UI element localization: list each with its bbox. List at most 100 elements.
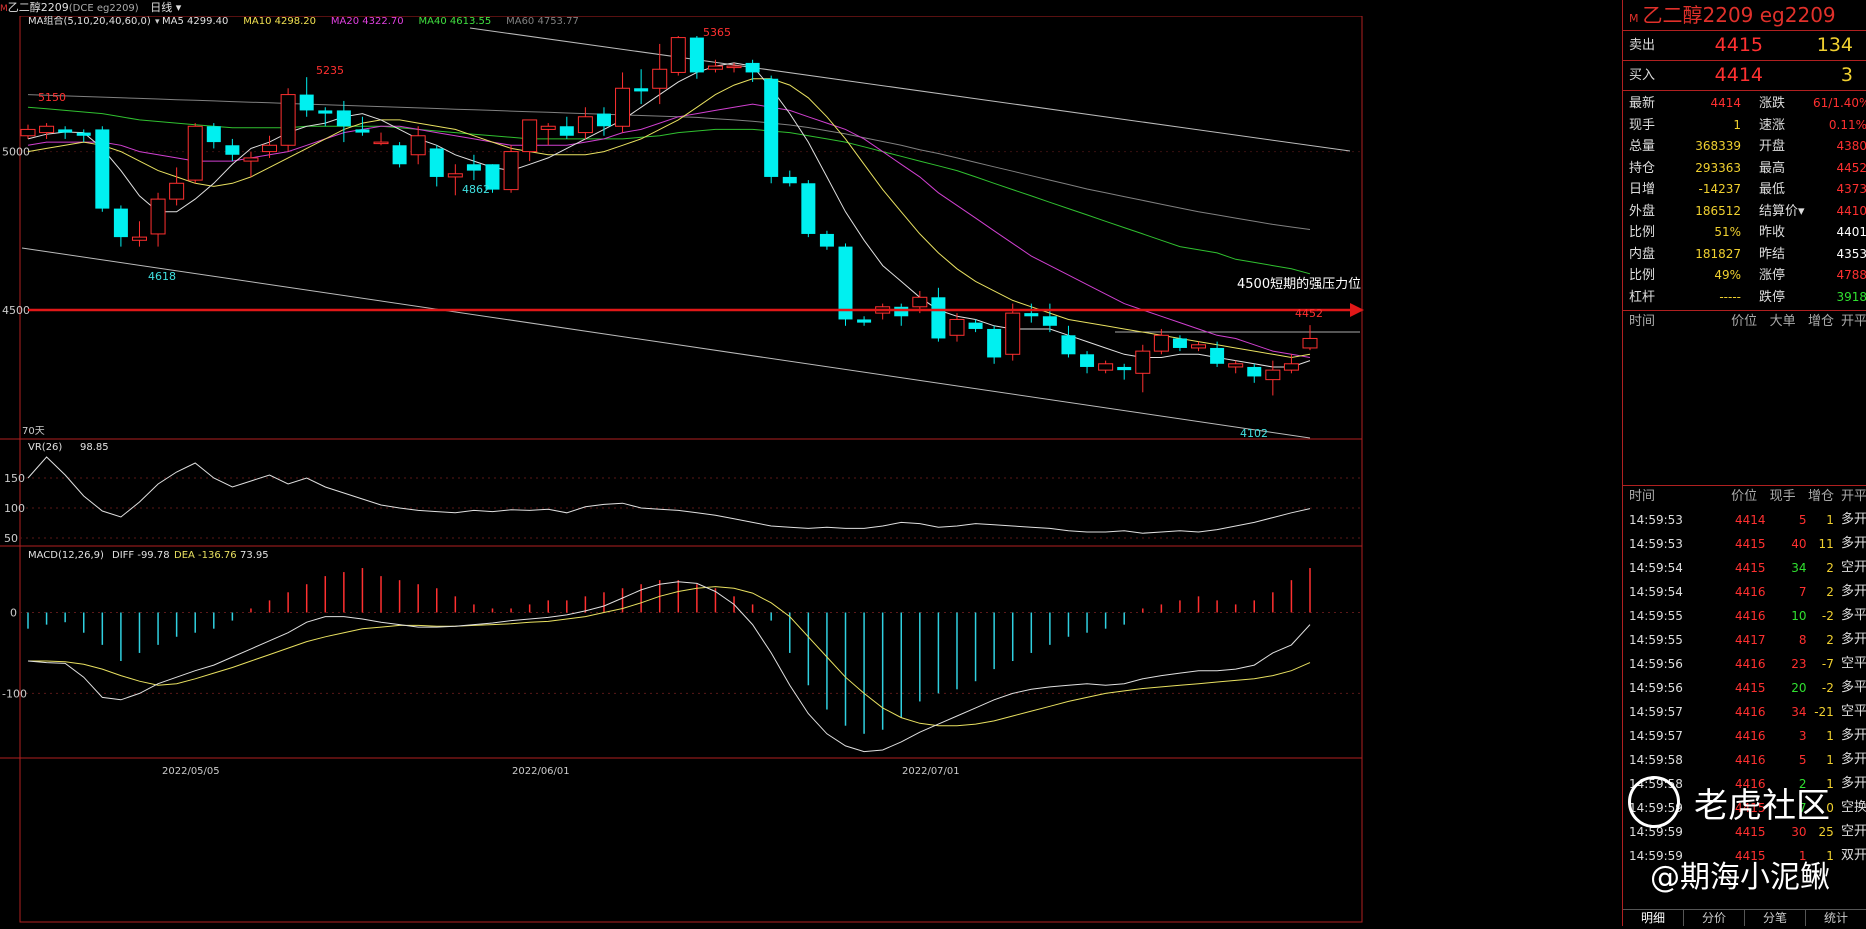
tick-row[interactable]: 14:59:53 4414 5 1 多开: [1623, 508, 1866, 532]
candle[interactable]: [801, 180, 816, 238]
tick-row[interactable]: 14:59:56 4416 23 -7 空平: [1623, 652, 1866, 676]
candle[interactable]: [1135, 344, 1151, 393]
candle[interactable]: [707, 59, 723, 73]
candle[interactable]: [819, 230, 834, 250]
candle[interactable]: [540, 123, 556, 146]
tick-row[interactable]: 14:59:57 4416 34 -21 空平: [1623, 700, 1866, 724]
candle[interactable]: [187, 123, 203, 184]
tick-row[interactable]: 14:59:57 4416 3 1 多开: [1623, 724, 1866, 748]
candle[interactable]: [931, 287, 946, 342]
candle[interactable]: [894, 303, 909, 326]
candle[interactable]: [429, 145, 444, 187]
tab-2[interactable]: 分笔: [1745, 910, 1806, 926]
candle[interactable]: [577, 107, 593, 139]
candle[interactable]: [466, 154, 481, 181]
candle[interactable]: [169, 167, 185, 206]
candle[interactable]: [689, 36, 704, 79]
candle[interactable]: [355, 116, 370, 136]
period-selector[interactable]: 日线: [150, 1, 173, 14]
candle[interactable]: [634, 69, 649, 105]
candle[interactable]: [447, 164, 463, 196]
candle[interactable]: [131, 221, 147, 247]
tab-1[interactable]: 分价: [1684, 910, 1745, 926]
candle[interactable]: [262, 135, 278, 158]
candle[interactable]: [670, 36, 686, 76]
candle[interactable]: [150, 192, 166, 247]
tab-0[interactable]: 明细: [1623, 910, 1684, 926]
candle[interactable]: [1024, 303, 1039, 323]
tick-row[interactable]: 14:59:59 4415 30 25 空开: [1623, 820, 1866, 844]
candle[interactable]: [1210, 341, 1225, 367]
tick-oi: 25: [1818, 825, 1834, 839]
candle[interactable]: [206, 123, 221, 149]
kline-chart[interactable]: 5000 4500 150 100 50 VR(26) 98.85 0 -100 MACD(1…: [0, 14, 1622, 926]
candle[interactable]: [875, 303, 891, 320]
candle[interactable]: [838, 243, 853, 326]
candle[interactable]: [76, 129, 91, 143]
candle[interactable]: [485, 164, 500, 193]
quote-value: 186512: [1695, 203, 1741, 218]
candle-body: [280, 94, 296, 146]
tick-row[interactable]: 14:59:59 4415 1 1 双开: [1623, 844, 1866, 868]
candle[interactable]: [1098, 360, 1114, 374]
tick-row[interactable]: 14:59:55 4417 8 2 多开: [1623, 628, 1866, 652]
candle[interactable]: [503, 145, 519, 193]
candle[interactable]: [1302, 325, 1318, 351]
tab-3[interactable]: 统计: [1806, 910, 1866, 926]
ask-row[interactable]: 卖出 4415 134: [1623, 31, 1866, 60]
candle[interactable]: [20, 124, 36, 139]
candle[interactable]: [280, 88, 296, 152]
candle[interactable]: [39, 123, 55, 139]
candle[interactable]: [299, 77, 314, 117]
candle[interactable]: [373, 132, 389, 146]
candle[interactable]: [243, 151, 259, 177]
candle[interactable]: [1191, 341, 1207, 352]
candle[interactable]: [1172, 335, 1187, 352]
candle[interactable]: [1042, 303, 1057, 333]
tick-row[interactable]: 14:59:54 4415 34 2 空开: [1623, 556, 1866, 580]
candle[interactable]: [1005, 303, 1021, 361]
candle[interactable]: [1117, 363, 1132, 380]
candle-body: [670, 37, 686, 73]
candle[interactable]: [225, 138, 240, 162]
tick-row[interactable]: 14:59:58 4416 5 1 多开: [1623, 748, 1866, 772]
chevron-down-icon[interactable]: ▾: [172, 1, 182, 14]
candle[interactable]: [857, 316, 872, 326]
candle[interactable]: [1265, 360, 1281, 396]
candle[interactable]: [1283, 354, 1299, 374]
candle[interactable]: [58, 126, 73, 139]
candle[interactable]: [615, 72, 631, 133]
candle[interactable]: [559, 116, 574, 139]
candle[interactable]: [1153, 328, 1169, 355]
candle[interactable]: [968, 319, 983, 333]
candle[interactable]: [652, 43, 668, 105]
tick-row[interactable]: 14:59:56 4415 20 -2 多平: [1623, 676, 1866, 700]
candle[interactable]: [782, 170, 797, 187]
candle[interactable]: [410, 126, 426, 165]
candle[interactable]: [764, 75, 779, 184]
candle[interactable]: [318, 107, 333, 127]
candle[interactable]: [1228, 360, 1244, 374]
macd-value: 73.95: [240, 550, 269, 561]
candle[interactable]: [949, 313, 965, 342]
candle[interactable]: [745, 59, 760, 82]
candle[interactable]: [392, 142, 407, 168]
candle[interactable]: [1080, 351, 1095, 374]
macd-legend-label: MACD(12,26,9): [28, 550, 104, 561]
candle[interactable]: [113, 205, 128, 247]
candle[interactable]: [596, 107, 611, 136]
candle[interactable]: [95, 126, 110, 212]
candle[interactable]: [726, 62, 742, 73]
candle[interactable]: [522, 119, 538, 162]
candle[interactable]: [336, 100, 351, 143]
tick-row[interactable]: 14:59:54 4416 7 2 多开: [1623, 580, 1866, 604]
tick-row[interactable]: 14:59:55 4416 10 -2 多平: [1623, 604, 1866, 628]
candle[interactable]: [987, 325, 1002, 364]
tick-row[interactable]: 14:59:53 4415 40 11 多开: [1623, 532, 1866, 556]
chart-canvas[interactable]: 5000 4500 150 100 50 VR(26) 98.85 0 -100 MACD(1…: [0, 14, 1622, 926]
big-order-header: 时间 价位 大单 增仓 开平: [1623, 311, 1866, 333]
candle-body: [1210, 347, 1225, 364]
candle[interactable]: [1061, 325, 1076, 358]
candle[interactable]: [1247, 363, 1262, 383]
bid-row[interactable]: 买入 4414 3: [1623, 60, 1866, 90]
